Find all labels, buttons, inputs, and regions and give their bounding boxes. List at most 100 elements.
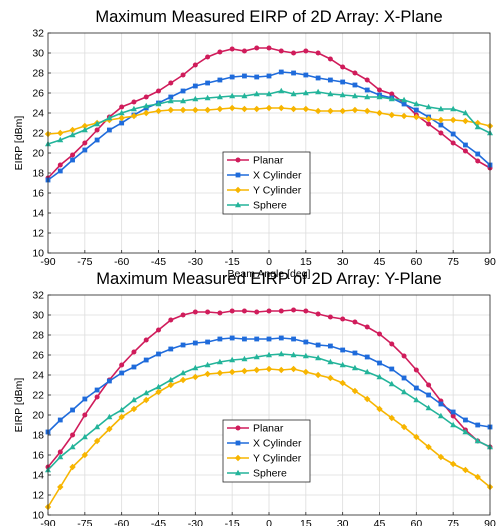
- data-point: [291, 307, 297, 313]
- series-planar: [45, 307, 493, 470]
- data-point: [192, 83, 198, 89]
- data-point: [119, 120, 125, 126]
- y-tick-label: 18: [32, 430, 44, 442]
- data-point: [315, 342, 321, 348]
- data-point: [228, 104, 236, 112]
- data-point: [327, 358, 334, 365]
- data-point: [253, 90, 260, 97]
- data-point: [204, 94, 211, 101]
- x-tick-label: 30: [337, 256, 349, 268]
- data-point: [118, 406, 125, 413]
- data-point: [425, 404, 432, 411]
- data-point: [340, 316, 346, 322]
- data-point: [340, 347, 346, 353]
- data-point: [327, 314, 333, 320]
- data-point: [180, 312, 186, 318]
- data-point: [254, 309, 260, 315]
- y-tick-label: 28: [32, 68, 44, 80]
- data-point: [291, 50, 297, 56]
- data-point: [474, 437, 481, 444]
- data-point: [463, 417, 468, 423]
- data-point: [69, 463, 76, 471]
- data-point: [450, 413, 456, 419]
- data-point: [438, 401, 444, 407]
- y-tick-label: 12: [32, 228, 44, 240]
- x-tick-label: 15: [300, 256, 312, 268]
- data-point: [474, 123, 481, 130]
- data-point: [217, 77, 223, 83]
- series-sphere: [45, 350, 493, 473]
- data-point: [119, 104, 125, 110]
- data-point: [265, 365, 273, 373]
- data-point: [217, 336, 223, 342]
- y-tick-label: 10: [32, 248, 44, 260]
- data-point: [167, 106, 174, 114]
- data-point: [167, 97, 174, 104]
- data-point: [389, 341, 395, 347]
- data-point: [69, 443, 76, 450]
- data-point: [81, 126, 88, 133]
- data-point: [426, 392, 432, 398]
- data-point: [155, 383, 162, 390]
- data-point: [229, 92, 236, 99]
- data-point: [180, 88, 186, 94]
- legend-label: Sphere: [253, 468, 287, 480]
- data-point: [205, 80, 211, 86]
- legend: Planar X Cylinder Y Cylinder Sphere: [222, 151, 311, 215]
- data-point: [204, 106, 211, 114]
- data-point: [229, 46, 235, 52]
- data-point: [389, 91, 395, 97]
- data-point: [364, 324, 370, 330]
- data-point: [228, 368, 236, 376]
- data-point: [155, 107, 162, 115]
- data-point: [131, 99, 137, 105]
- y-tick-label: 32: [32, 28, 44, 40]
- data-point: [216, 369, 224, 377]
- data-point: [426, 121, 432, 127]
- data-point: [401, 388, 408, 395]
- y-axis-label: EIRP [dBm]: [13, 116, 25, 171]
- data-point: [143, 357, 149, 363]
- x-tick-label: 45: [374, 518, 386, 526]
- data-point: [377, 360, 382, 366]
- x-tick-label: -45: [151, 518, 166, 526]
- data-point: [82, 147, 88, 153]
- data-point: [315, 50, 321, 56]
- data-point: [278, 335, 284, 341]
- data-point: [156, 88, 161, 94]
- x-tick-label: -75: [77, 518, 92, 526]
- data-point: [216, 358, 223, 365]
- y-tick-label: 18: [32, 168, 44, 180]
- data-point: [156, 327, 161, 333]
- data-point: [266, 351, 272, 358]
- data-point: [449, 116, 457, 124]
- data-point: [303, 308, 309, 314]
- data-point: [179, 376, 187, 384]
- data-point: [94, 120, 101, 127]
- data-point: [254, 336, 260, 342]
- data-point: [327, 56, 333, 62]
- data-point: [278, 366, 285, 374]
- data-point: [93, 437, 101, 445]
- data-point: [82, 412, 88, 418]
- y-tick-label: 20: [32, 410, 44, 422]
- data-point: [254, 74, 260, 80]
- legend-label: X Cylinder: [253, 438, 302, 450]
- data-point: [450, 131, 456, 137]
- legend-marker: [235, 172, 241, 178]
- data-point: [205, 309, 211, 315]
- data-point: [327, 374, 334, 382]
- data-point: [241, 92, 248, 99]
- data-point: [364, 77, 370, 83]
- legend-label: Y Cylinder: [253, 453, 302, 465]
- data-point: [156, 351, 161, 357]
- y-tick-label: 26: [32, 350, 44, 362]
- data-point: [254, 45, 260, 51]
- data-point: [351, 364, 358, 371]
- legend: Planar X Cylinder Y Cylinder Sphere: [222, 419, 311, 483]
- data-point: [179, 106, 187, 114]
- data-point: [438, 122, 444, 128]
- data-point: [143, 337, 149, 343]
- data-point: [278, 48, 284, 54]
- data-point: [130, 396, 137, 403]
